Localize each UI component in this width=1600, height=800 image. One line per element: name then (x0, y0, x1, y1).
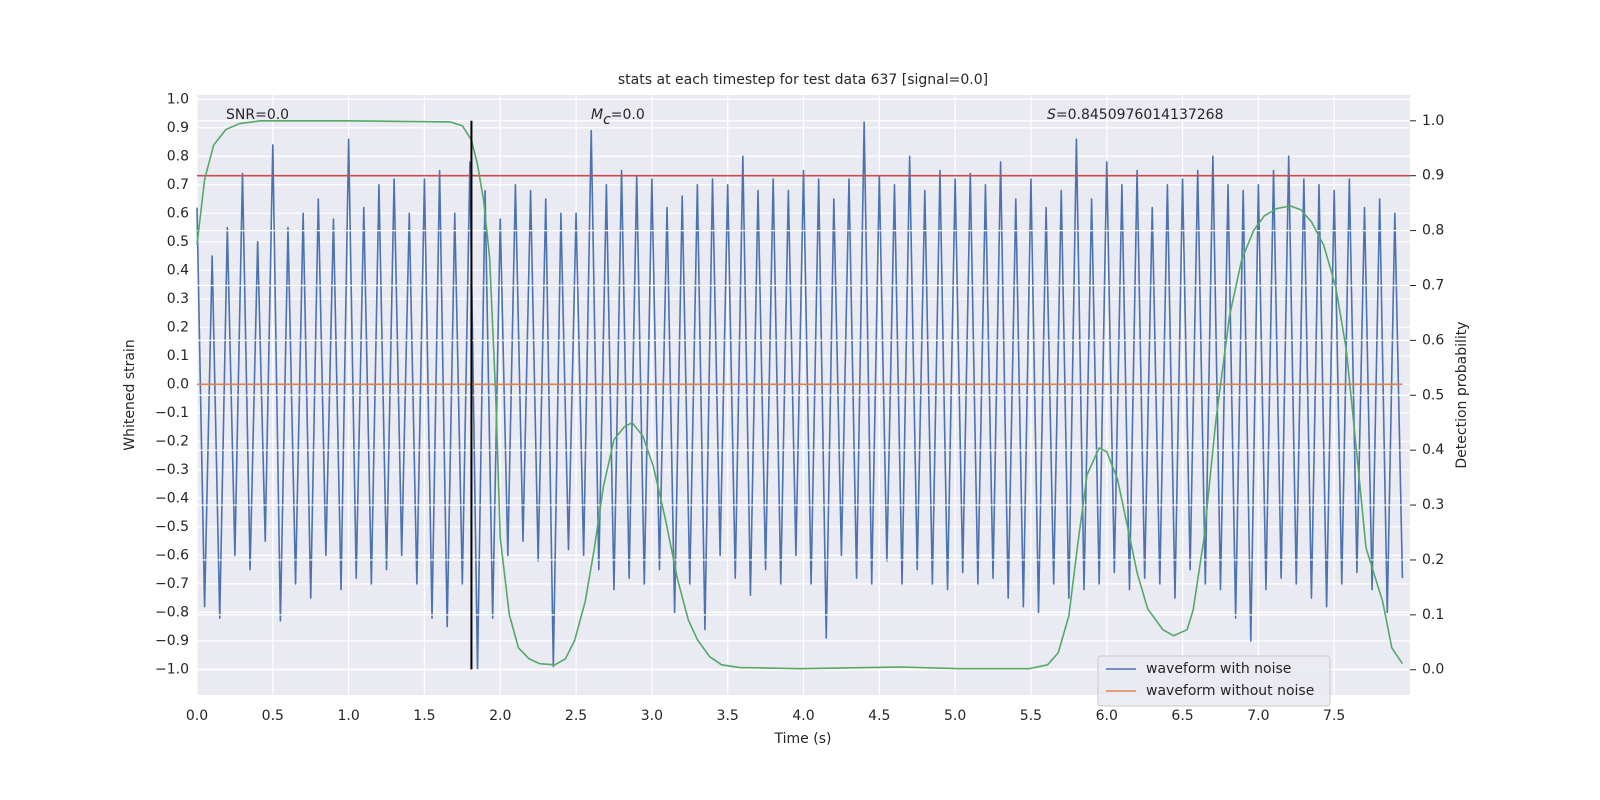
y-tick-label: 0.4 (167, 262, 189, 278)
y-tick-label: −0.1 (155, 405, 189, 421)
y2-axis-label: Detection probability (1454, 321, 1470, 468)
y2-tick-label: 0.8 (1422, 223, 1444, 239)
y-tick-label: −0.8 (155, 604, 189, 620)
y-tick-label: 0.5 (167, 234, 189, 250)
x-tick-label: 7.0 (1247, 708, 1269, 724)
y-tick-label: −1.0 (155, 661, 189, 677)
annotation-text: =0.0 (611, 107, 645, 123)
x-tick-label: 6.5 (1171, 708, 1193, 724)
y-tick-label: −0.5 (155, 519, 189, 535)
x-tick-label: 3.0 (641, 708, 663, 724)
y-tick-label: −0.2 (155, 433, 189, 449)
y-tick-label: −0.3 (155, 462, 189, 478)
y-tick-label: 0.6 (167, 205, 189, 221)
x-tick-label: 4.0 (792, 708, 814, 724)
chart-title: stats at each timestep for test data 637… (618, 72, 988, 88)
y2-tick-label: 0.6 (1422, 332, 1444, 348)
x-axis-label: Time (s) (774, 731, 832, 747)
marks (196, 120, 1410, 671)
y2-tick-label: 0.4 (1422, 442, 1444, 458)
legend-label: waveform without noise (1146, 683, 1314, 699)
annotation-subscript: c (603, 112, 611, 128)
x-tick-label: 5.5 (1020, 708, 1042, 724)
annotation-s: S=0.8450976014137268 (1047, 107, 1224, 123)
y2-tick-label: 0.7 (1422, 277, 1444, 293)
y2-tick-label: 0.2 (1422, 552, 1444, 568)
annotation-mc: Mc=0.0 (591, 107, 645, 128)
series-line (196, 121, 1404, 671)
x-tick-label: 2.5 (565, 708, 587, 724)
annotation-snr: SNR=0.0 (226, 107, 289, 123)
x-tick-label: 7.5 (1323, 708, 1345, 724)
legend-label: waveform with noise (1146, 661, 1291, 677)
y-tick-label: −0.6 (155, 547, 189, 563)
y-tick-label: 1.0 (167, 91, 189, 107)
legend: waveform with noise waveform without nois… (1097, 655, 1331, 707)
y-tick-label: 0.3 (167, 291, 189, 307)
y2-tick-label: 0.1 (1422, 607, 1444, 623)
y-tick-label: 0.9 (167, 120, 189, 136)
x-tick-label: 0.0 (186, 708, 208, 724)
x-tick-label: 3.5 (717, 708, 739, 724)
y-tick-label: −0.4 (155, 490, 189, 506)
x-tick-label: 0.5 (262, 708, 284, 724)
y2-tick-label: 0.0 (1422, 662, 1444, 678)
y-tick-label: −0.9 (155, 633, 189, 649)
y2-tick-label: 0.9 (1422, 168, 1444, 184)
annotation-symbol: S (1047, 107, 1056, 123)
y-tick-label: 0.8 (167, 148, 189, 164)
legend-box (1097, 655, 1331, 707)
x-tick-label: 2.0 (489, 708, 511, 724)
y-axis-label: Whitened strain (122, 339, 138, 450)
annotation-text: =0.8450976014137268 (1056, 107, 1224, 123)
y2-tick-label: 0.5 (1422, 387, 1444, 403)
y2-tick-label: 0.3 (1422, 497, 1444, 513)
annotation-symbol: M (591, 107, 603, 123)
y-tick-label: 0.0 (167, 376, 189, 392)
y-tick-label: −0.7 (155, 576, 189, 592)
x-tick-label: 1.0 (337, 708, 359, 724)
y-tick-label: 0.2 (167, 319, 189, 335)
x-tick-label: 6.0 (1096, 708, 1118, 724)
labels: 0.0 0.5 1.0 1.5 2.0 2.5 3.0 3.5 4.0 4.5 5.0 5.5 6.0 6… (155, 91, 1444, 724)
y2-tick-label: 1.0 (1422, 113, 1444, 129)
x-tick-label: 5.0 (944, 708, 966, 724)
y-tick-label: 0.7 (167, 177, 189, 193)
probability-line (196, 120, 1404, 670)
x-tick-label: 4.5 (868, 708, 890, 724)
y-tick-label: 0.1 (167, 348, 189, 364)
x-tick-label: 1.5 (413, 708, 435, 724)
